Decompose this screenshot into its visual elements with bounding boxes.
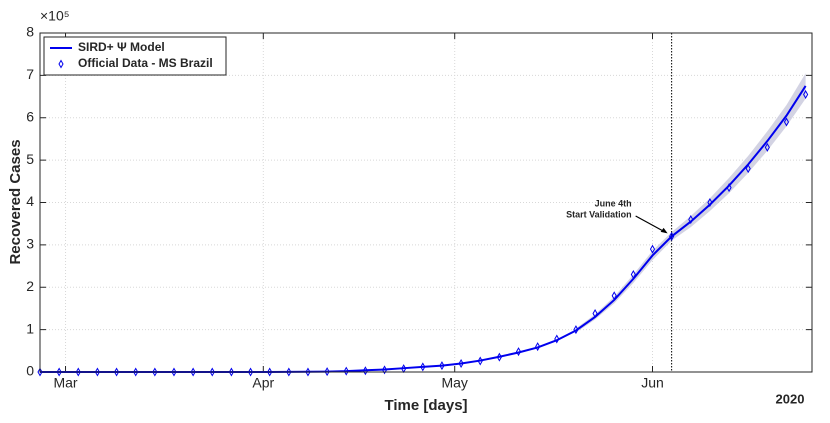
- data-point: [152, 367, 158, 377]
- y-tick-label: 8: [26, 24, 34, 40]
- data-point: [477, 356, 483, 366]
- x-tick-label: Apr: [252, 375, 274, 391]
- y-tick-label: 2: [26, 278, 34, 294]
- axes-box: [39, 32, 813, 373]
- data-point: [171, 367, 177, 377]
- y-tick-label: 5: [26, 151, 34, 167]
- y-multiplier: ×10⁵: [40, 8, 70, 24]
- data-point: [190, 367, 196, 377]
- data-point: [803, 89, 809, 99]
- legend-box: [43, 36, 227, 76]
- y-tick-label: 4: [26, 193, 34, 209]
- data-point: [381, 365, 388, 375]
- data-point: [764, 142, 770, 152]
- data-point: [343, 366, 349, 376]
- data-point: [267, 367, 273, 377]
- x-axis-label: Time [days]: [384, 397, 467, 414]
- x-tick-label: May: [441, 375, 467, 391]
- data-point: [228, 367, 234, 377]
- legend-label: SIRD+ Ψ Model: [78, 40, 165, 54]
- y-tick-label: 1: [26, 320, 34, 336]
- data-point: [37, 367, 43, 377]
- data-point: [209, 367, 215, 377]
- x-tick-label: Mar: [53, 375, 77, 391]
- data-point: [305, 367, 311, 377]
- data-point: [688, 214, 694, 224]
- x-year-label: 2020: [776, 391, 805, 406]
- data-point: [669, 231, 675, 241]
- y-axis-label: Recovered Cases: [7, 139, 24, 264]
- data-point: [573, 325, 579, 335]
- data-point: [630, 270, 636, 280]
- data-point: [458, 359, 464, 369]
- annotation-arrow: [635, 215, 666, 233]
- data-point: [592, 309, 598, 319]
- data-point: [649, 244, 656, 254]
- data-point: [554, 334, 560, 344]
- data-point: [56, 367, 62, 377]
- data-point: [94, 367, 100, 377]
- y-tick-label: 3: [26, 236, 34, 252]
- data-point: [286, 367, 292, 377]
- y-tick-label: 7: [26, 66, 34, 82]
- y-tick-label: 6: [26, 108, 34, 124]
- x-tick-label: Jun: [641, 375, 664, 391]
- data-point: [113, 367, 120, 377]
- annotation-text: June 4th: [595, 198, 632, 208]
- legend-swatch: [58, 59, 64, 69]
- data-point: [420, 362, 426, 372]
- data-point: [783, 117, 790, 127]
- data-point: [535, 342, 541, 352]
- data-point: [247, 367, 254, 377]
- data-point: [515, 347, 522, 357]
- legend-label: Official Data - MS Brazil: [78, 56, 213, 70]
- data-point: [707, 197, 713, 208]
- data-point: [726, 183, 732, 193]
- data-point: [133, 367, 139, 377]
- data-point: [362, 366, 368, 376]
- data-point: [496, 352, 502, 362]
- arrow-head: [660, 227, 668, 234]
- data-point: [75, 367, 81, 377]
- data-point: [324, 367, 330, 377]
- data-point: [745, 164, 751, 174]
- y-tick-label: 0: [26, 363, 34, 379]
- annotation-text: Start Validation: [566, 209, 632, 219]
- data-point: [439, 361, 445, 371]
- data-point: [611, 291, 617, 301]
